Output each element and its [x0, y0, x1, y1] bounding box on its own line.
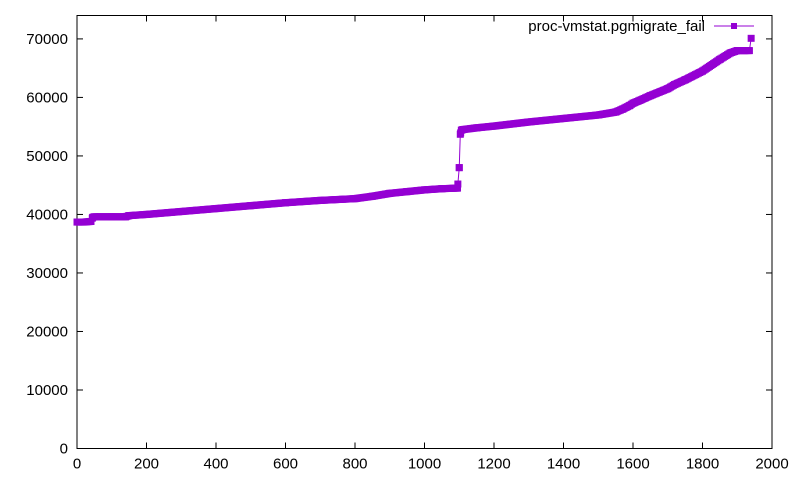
- data-point: [636, 96, 644, 104]
- x-axis: 0 200 400 600 800 1000 1200 1400 1600 1800 2000: [73, 15, 789, 473]
- y-tick-label: 50000: [26, 148, 68, 165]
- series-layer: [73, 34, 755, 226]
- data-point: [716, 55, 724, 63]
- data-point: [454, 184, 462, 192]
- data-point: [212, 205, 220, 213]
- x-tick-label: 0: [73, 456, 81, 473]
- data-point: [403, 188, 411, 196]
- data-point: [80, 218, 88, 226]
- data-point: [90, 213, 98, 221]
- data-point: [143, 210, 150, 218]
- x-tick-label: 1000: [408, 456, 441, 473]
- data-point: [629, 99, 637, 107]
- data-point: [646, 92, 654, 100]
- x-tick-label: 800: [342, 456, 367, 473]
- data-point: [73, 218, 81, 226]
- y-tick-label: 40000: [26, 206, 68, 223]
- data-point: [456, 130, 464, 138]
- data-point: [525, 118, 533, 126]
- data-point: [368, 192, 376, 200]
- data-point: [745, 47, 753, 55]
- data-point: [490, 122, 498, 130]
- plot-frame: [76, 15, 773, 449]
- data-point: [733, 47, 741, 55]
- y-tick-label: 70000: [26, 31, 68, 48]
- data-point: [386, 189, 394, 197]
- data-point: [438, 185, 446, 193]
- y-tick-label: 60000: [26, 89, 68, 106]
- y-tick-label: 10000: [26, 382, 68, 399]
- x-tick-label: 1400: [547, 456, 580, 473]
- data-point: [664, 85, 672, 93]
- y-tick-label: 30000: [26, 265, 68, 282]
- y-tick-label: 0: [60, 441, 68, 458]
- x-tick-label: 1800: [686, 456, 719, 473]
- data-point: [282, 199, 289, 207]
- legend: proc-vmstat.pgmigrate_fail: [528, 18, 754, 35]
- data-point: [560, 114, 567, 122]
- data-point: [351, 195, 359, 203]
- data-point: [454, 180, 462, 188]
- data-point: [316, 196, 324, 204]
- data-point: [740, 47, 748, 55]
- legend-marker-sample: [731, 23, 737, 29]
- y-axis: 0 10000 20000 30000 40000 50000 60000 70000: [26, 31, 772, 458]
- x-tick-label: 200: [134, 456, 159, 473]
- data-point: [459, 126, 467, 134]
- data-point: [699, 67, 706, 75]
- data-point: [594, 111, 602, 119]
- data-point: [747, 34, 755, 42]
- y-tick-label: 20000: [26, 323, 68, 340]
- data-point: [473, 124, 481, 132]
- data-point: [681, 76, 689, 84]
- x-tick-label: 1200: [477, 456, 510, 473]
- data-point: [87, 217, 95, 225]
- data-point: [177, 208, 185, 216]
- data-point: [247, 202, 255, 210]
- data-point: [671, 81, 679, 89]
- x-tick-label: 400: [203, 456, 228, 473]
- x-tick-label: 1600: [616, 456, 649, 473]
- data-point: [108, 213, 116, 221]
- data-point: [455, 164, 463, 172]
- x-tick-label: 2000: [755, 456, 788, 473]
- series-markers: [73, 34, 755, 226]
- x-tick-label: 600: [273, 456, 298, 473]
- data-point: [125, 212, 133, 220]
- data-point: [612, 108, 620, 116]
- legend-label: proc-vmstat.pgmigrate_fail: [528, 18, 705, 35]
- data-point: [726, 49, 734, 57]
- data-point: [421, 186, 428, 194]
